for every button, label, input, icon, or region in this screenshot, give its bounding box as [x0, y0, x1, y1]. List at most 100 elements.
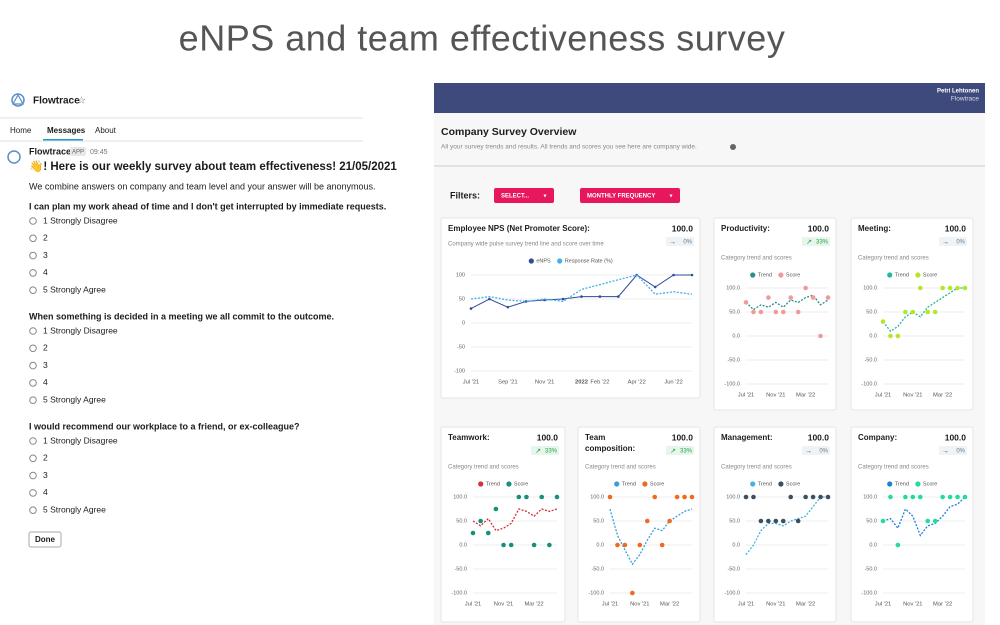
change-badge: [939, 237, 967, 246]
y-tick-label: -100.0: [724, 381, 740, 387]
filter-label[interactable]: MONTHLY FREQUENCY: [587, 194, 655, 200]
score-dot: [947, 285, 953, 291]
score-dot: [554, 494, 560, 500]
radio[interactable]: [29, 489, 37, 497]
x-tick-label: Jul '21: [738, 602, 755, 608]
y-tick-label: 0.0: [869, 542, 877, 548]
radio[interactable]: [29, 344, 37, 353]
card-score: 100.0: [945, 223, 967, 233]
tab[interactable]: Home: [10, 126, 32, 135]
radio[interactable]: [29, 506, 37, 515]
option-label: 1 Strongly Disagree: [43, 325, 118, 335]
legend-label: Score: [923, 481, 937, 487]
radio[interactable]: [29, 361, 37, 370]
y-tick-label: -100.0: [724, 590, 740, 596]
tab-active[interactable]: Messages: [47, 126, 86, 135]
score-dot: [766, 295, 771, 300]
done-button[interactable]: [28, 531, 62, 548]
tab[interactable]: About: [95, 126, 117, 135]
filter-label[interactable]: SELECT...: [501, 194, 529, 200]
user-name[interactable]: Petri Lehtonen: [937, 89, 979, 95]
score-dot: [751, 309, 756, 315]
radio[interactable]: [29, 217, 37, 225]
option-label: 1 Strongly Disagree: [43, 435, 118, 445]
y-tick-label: -100.0: [861, 590, 877, 596]
score-dot: [501, 542, 506, 548]
done-label[interactable]: Done: [35, 535, 56, 544]
change-icon: ↗: [535, 448, 541, 455]
score-dot: [622, 542, 628, 548]
legend-label: Trend: [895, 272, 909, 278]
trend-line: [609, 508, 693, 566]
radio[interactable]: [29, 379, 37, 387]
filter-button[interactable]: [494, 188, 554, 203]
score-dot: [925, 518, 931, 524]
legend-label: Score: [650, 481, 664, 487]
y-tick-label: 100.0: [863, 285, 877, 291]
series-marker: [469, 307, 473, 310]
series-marker: [506, 305, 510, 309]
filter-button[interactable]: [580, 188, 680, 203]
card-score: 100.0: [672, 223, 694, 233]
y-tick-label: 100.0: [726, 494, 740, 500]
dropdown-icon[interactable]: ▾: [543, 194, 546, 200]
page-title: eNPS and team effectiveness survey: [179, 18, 786, 59]
radio[interactable]: [29, 396, 37, 405]
score-dot: [637, 542, 643, 548]
option-label: 4: [43, 487, 48, 497]
radio[interactable]: [29, 269, 37, 277]
card-subtitle: Category trend and scores: [721, 256, 792, 262]
score-dot: [962, 285, 968, 291]
radio[interactable]: [29, 454, 37, 463]
option-label: 2: [43, 453, 48, 463]
card-score: 100.0: [808, 432, 830, 442]
y-tick-label: 50.0: [729, 309, 740, 315]
y-tick-label: 50.0: [729, 518, 740, 524]
legend: Trend Score: [614, 481, 664, 487]
option-label: 5 Strongly Agree: [43, 394, 106, 404]
radio[interactable]: [29, 437, 37, 445]
change-badge: [802, 237, 830, 246]
card: Team composition: 100.0 ↗ 33% Category trend …: [577, 426, 701, 623]
legend: Trend Score: [478, 481, 528, 487]
legend-label: Trend: [895, 481, 909, 487]
score-dot: [607, 494, 613, 500]
x-tick-label: Mar '22: [933, 602, 952, 608]
y-tick-label: -100.0: [861, 381, 877, 387]
legend-label: Score: [923, 272, 937, 278]
option-label: 4: [43, 267, 48, 277]
radio[interactable]: [29, 234, 37, 243]
header-bar: [434, 83, 985, 113]
radio[interactable]: [29, 286, 37, 295]
radio[interactable]: [29, 251, 37, 260]
x-tick-label: Feb '22: [590, 380, 609, 386]
question: I can plan my work ahead of time and I d…: [29, 201, 386, 211]
score-dot: [743, 300, 749, 305]
change-icon: ↗: [670, 448, 676, 455]
x-tick-label: Nov '21: [766, 393, 785, 399]
option-label: 5 Strongly Agree: [43, 504, 106, 514]
help-icon[interactable]: [730, 144, 736, 150]
x-tick-label: Nov '21: [903, 393, 922, 399]
y-tick-label: 0.0: [869, 333, 877, 339]
score-dot: [674, 494, 680, 500]
score-dot: [810, 295, 816, 300]
score-dot: [917, 494, 923, 500]
x-tick-label: Mar '22: [660, 602, 679, 608]
score-dot: [531, 542, 537, 548]
option-label: 4: [43, 377, 48, 387]
star-icon[interactable]: ☆: [77, 96, 86, 107]
sender[interactable]: Flowtrace: [29, 146, 71, 156]
card-score: 100.0: [945, 432, 967, 442]
radio[interactable]: [29, 471, 37, 480]
score-dot: [895, 542, 901, 548]
score-dot: [940, 494, 945, 500]
x-tick-label: Sep '21: [498, 380, 517, 386]
score-dot: [825, 494, 831, 500]
dropdown-icon[interactable]: ▾: [669, 194, 672, 200]
radio[interactable]: [29, 327, 37, 335]
y-tick-label: 50.0: [593, 518, 604, 524]
score-dot: [539, 494, 545, 500]
score-dot: [485, 530, 491, 536]
trend-line: [745, 496, 828, 556]
